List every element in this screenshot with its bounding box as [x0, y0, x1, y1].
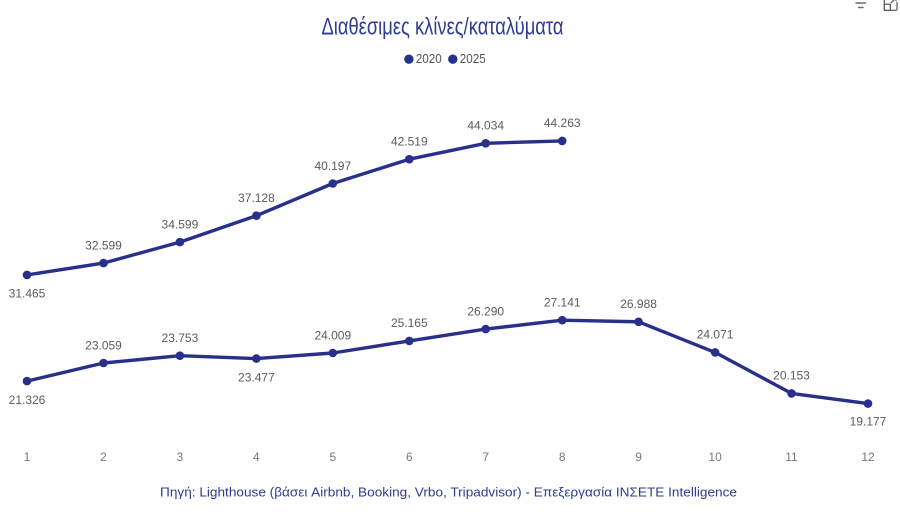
svg-text:11: 11	[785, 450, 798, 464]
svg-text:26.290: 26.290	[467, 304, 504, 318]
svg-text:Πηγή: Lighthouse (βάσει Airbnb: Πηγή: Lighthouse (βάσει Airbnb, Booking,…	[160, 484, 737, 499]
svg-text:6: 6	[406, 450, 413, 464]
svg-text:2025: 2025	[460, 51, 486, 66]
svg-text:10: 10	[708, 450, 722, 464]
svg-text:2: 2	[100, 450, 107, 464]
svg-text:42.519: 42.519	[391, 135, 428, 149]
svg-text:20.153: 20.153	[773, 369, 810, 383]
svg-text:19.177: 19.177	[850, 414, 887, 428]
svg-text:4: 4	[253, 450, 260, 464]
svg-text:31.465: 31.465	[9, 287, 46, 301]
svg-text:44.034: 44.034	[467, 119, 504, 133]
svg-text:40.197: 40.197	[314, 159, 351, 173]
svg-text:12: 12	[861, 450, 875, 464]
svg-text:1: 1	[24, 450, 31, 464]
svg-text:32.599: 32.599	[85, 238, 122, 252]
svg-text:7: 7	[482, 450, 489, 464]
svg-text:23.477: 23.477	[238, 370, 275, 384]
svg-text:24.009: 24.009	[314, 328, 351, 342]
svg-text:Διαθέσιμες κλίνες/καταλύματα: Διαθέσιμες κλίνες/καταλύματα	[322, 14, 564, 41]
svg-text:5: 5	[329, 450, 336, 464]
svg-text:26.988: 26.988	[620, 297, 657, 311]
svg-text:37.128: 37.128	[238, 191, 275, 205]
svg-text:24.071: 24.071	[697, 328, 734, 342]
svg-text:8: 8	[559, 450, 566, 464]
svg-text:3: 3	[177, 450, 184, 464]
svg-text:34.599: 34.599	[162, 217, 199, 231]
svg-text:23.753: 23.753	[162, 331, 199, 345]
svg-text:44.263: 44.263	[544, 116, 581, 130]
svg-text:25.165: 25.165	[391, 316, 428, 330]
svg-text:9: 9	[635, 450, 642, 464]
svg-text:21.326: 21.326	[9, 393, 46, 407]
svg-text:2020: 2020	[416, 51, 442, 66]
svg-text:27.141: 27.141	[544, 296, 581, 310]
svg-text:23.059: 23.059	[85, 338, 122, 352]
